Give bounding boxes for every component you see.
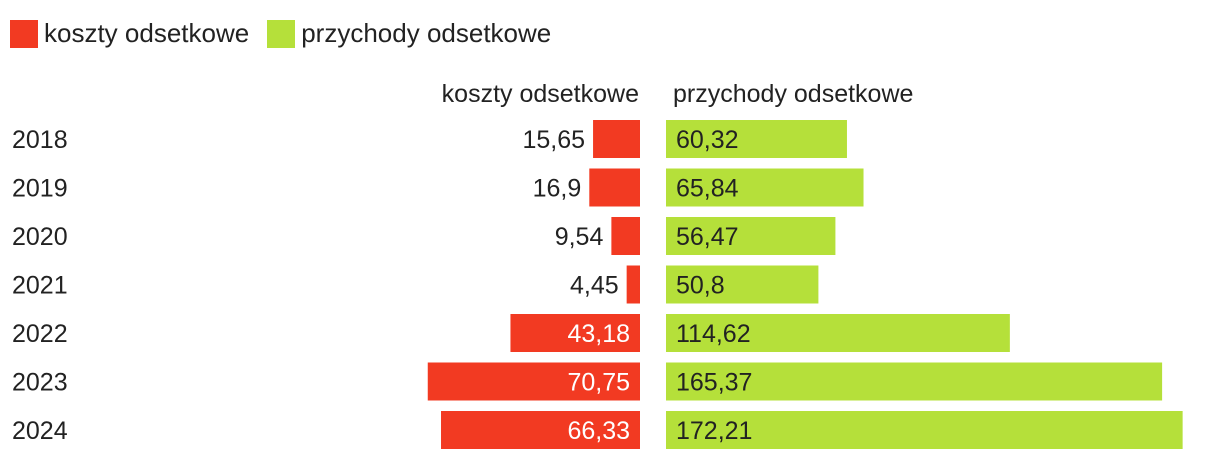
bar-income: [666, 362, 1163, 401]
category-label: 2023: [12, 369, 68, 397]
legend-label-costs: koszty odsetkowe: [44, 18, 250, 48]
bar-income: [666, 168, 864, 207]
legend-item-costs: koszty odsetkowe: [10, 18, 249, 49]
category-label: 2020: [12, 223, 68, 251]
data-label-costs: 4,45: [570, 272, 619, 300]
bar-costs: [626, 265, 640, 304]
category-label: 2022: [12, 320, 68, 348]
data-label-income: 56,47: [676, 223, 739, 251]
category-label: 2018: [12, 126, 68, 154]
data-label-income: 50,8: [676, 272, 725, 300]
bar-costs: [441, 411, 640, 449]
bar-costs: [589, 168, 640, 207]
bar-costs: [510, 314, 640, 352]
data-label-costs: 43,18: [567, 320, 630, 348]
legend-label-income: przychody odsetkowe: [301, 18, 552, 48]
legend-swatch-income: [267, 19, 296, 48]
data-label-costs: 70,75: [567, 369, 630, 397]
bar-income: [666, 411, 1183, 449]
column-header-costs: koszty odsetkowe: [441, 80, 639, 108]
bar-income: [666, 120, 847, 158]
bar-costs: [427, 362, 640, 401]
category-label: 2024: [12, 417, 68, 445]
category-label: 2021: [12, 272, 68, 300]
data-label-costs: 16,9: [533, 175, 582, 203]
data-label-costs: 15,65: [522, 126, 585, 154]
data-label-income: 165,37: [676, 369, 752, 397]
data-label-income: 60,32: [676, 126, 739, 154]
chart-legend: koszty odsetkowe przychody odsetkowe: [10, 18, 569, 49]
bar-income: [666, 265, 819, 304]
legend-swatch-costs: [10, 19, 38, 48]
bar-costs: [593, 120, 640, 158]
bar-income: [666, 217, 836, 255]
data-label-income: 172,21: [676, 417, 752, 445]
data-label-income: 114,62: [676, 320, 751, 348]
legend-item-income: przychody odsetkowe: [267, 18, 551, 49]
column-header-income: przychody odsetkowe: [673, 80, 914, 108]
data-label-costs: 9,54: [555, 223, 604, 251]
data-label-income: 65,84: [676, 175, 739, 203]
category-label: 2019: [12, 175, 68, 203]
data-label-costs: 66,33: [567, 417, 630, 445]
bar-income: [666, 314, 1010, 352]
bar-costs: [611, 217, 640, 255]
